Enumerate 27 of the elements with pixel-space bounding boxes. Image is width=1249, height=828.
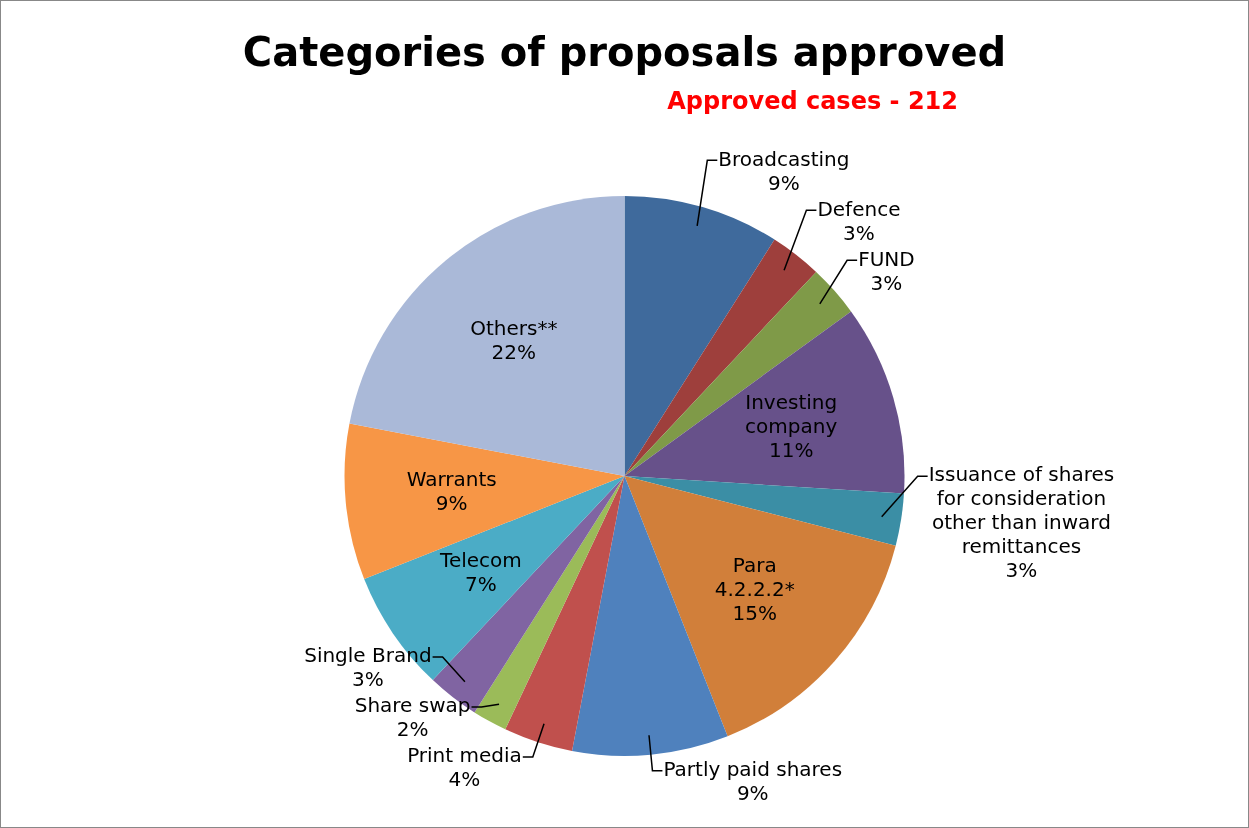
chart-title: Categories of proposals approved [241, 29, 1008, 75]
data-label: 11% [768, 437, 814, 462]
slice-label: Para 4.2.2.2* [714, 553, 795, 602]
data-label: 3% [870, 270, 903, 295]
data-label: 9% [435, 490, 468, 515]
slice-label: Share swap [354, 693, 471, 718]
slice-label: Print media [407, 743, 522, 768]
data-label: 15% [732, 601, 777, 626]
data-label: 22% [491, 340, 537, 365]
data-label: 7% [465, 571, 497, 596]
data-label: 3% [1005, 558, 1038, 583]
data-label: 2% [396, 717, 429, 742]
chart-subtitle: Approved cases - 212 [667, 87, 958, 115]
slice-label: Warrants [406, 466, 497, 491]
data-label: 4% [448, 767, 481, 792]
data-label: 3% [843, 220, 875, 245]
data-label: 9% [736, 780, 769, 805]
slice-label: Issuance of shares for consideration other than inward remittances [928, 462, 1115, 559]
slice-label: Telecom [439, 547, 522, 572]
slice-label: Broadcasting [718, 146, 850, 171]
data-label: 3% [352, 667, 384, 692]
slice-label: Partly paid shares [663, 756, 843, 781]
slice-label: Defence [817, 196, 901, 221]
data-label: 9% [768, 170, 800, 195]
slice-label: Others** [470, 316, 558, 341]
slice-label: Investing company [745, 389, 838, 438]
slice-label: FUND [858, 246, 915, 271]
